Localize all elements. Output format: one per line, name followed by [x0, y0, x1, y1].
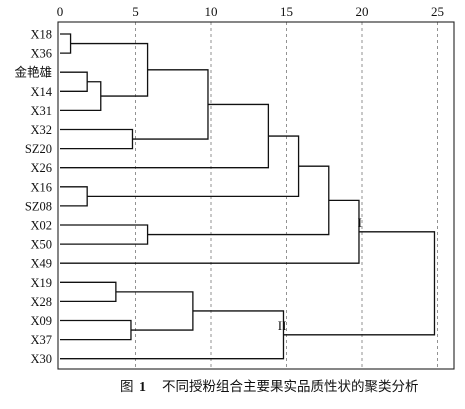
x-tick-label: 15: [280, 4, 293, 19]
leaf-label: X31: [30, 104, 52, 118]
dendrogram-link: [60, 281, 117, 303]
dendrogram-link: [60, 310, 285, 360]
dendrogram-link: [60, 199, 360, 264]
x-tick-label: 10: [205, 4, 218, 19]
plot-frame: [57, 21, 455, 370]
leaf-label: X19: [30, 276, 52, 290]
leaf-labels: X18 X36 金艳雄 X14 X31 X32 SZ20 X26 X16 SZ08 X02 X50 X4…: [14, 28, 52, 367]
dendrogram-link: [132, 69, 209, 140]
dendrogram-link: [60, 224, 149, 245]
dendrogram-link: [87, 135, 300, 197]
caption-title: 不同授粉组合主要果实品质性状的聚类分析: [162, 379, 419, 395]
dendrogram-link: [283, 231, 436, 336]
x-axis-ticks: 0 5 10 15 20 25: [57, 4, 444, 19]
cluster-label: I: [358, 215, 362, 230]
leaf-label: X36: [30, 47, 52, 61]
leaf-label: X37: [30, 333, 52, 347]
leaf-label: X26: [30, 161, 52, 175]
dendrogram-link: [60, 103, 270, 169]
dendrogram-link: [60, 128, 134, 150]
leaf-label: X28: [30, 295, 52, 309]
leaf-label: X16: [30, 180, 52, 194]
leaf-label: X32: [30, 123, 52, 137]
leaf-label: X14: [30, 85, 52, 99]
dendrogram-link: [60, 319, 132, 341]
plot-border: [57, 21, 455, 370]
leaf-label: SZ20: [25, 142, 52, 156]
leaf-label: X09: [30, 314, 52, 328]
dendrogram-link: [60, 33, 72, 54]
leaf-label: X49: [30, 257, 52, 271]
caption-label: 图: [120, 379, 134, 395]
leaf-label: 金艳雄: [14, 65, 52, 80]
cluster-labels: III: [278, 215, 362, 333]
leaf-label: X30: [30, 352, 52, 366]
x-tick-label: 0: [57, 4, 64, 19]
dendrogram-link: [60, 81, 102, 112]
leaf-label: SZ08: [25, 199, 52, 213]
caption-number: 1: [139, 380, 146, 395]
dendrogram-link: [60, 186, 88, 207]
dendrogram-link: [70, 42, 149, 97]
dendrogram-links: [60, 33, 436, 360]
leaf-label: X18: [30, 28, 52, 42]
x-tick-label: 5: [132, 4, 139, 19]
dendrogram-link: [60, 71, 88, 92]
leaf-label: X50: [30, 238, 52, 252]
dendrogram-link: [147, 165, 330, 236]
grid-lines: [135, 22, 438, 369]
dendrogram-link: [115, 291, 194, 331]
leaf-label: X02: [30, 219, 52, 233]
x-tick-label: 20: [356, 4, 369, 19]
x-tick-label: 25: [431, 4, 444, 19]
cluster-label: II: [278, 318, 287, 333]
figure-caption: 图 1 不同授粉组合主要果实品质性状的聚类分析: [120, 379, 419, 395]
